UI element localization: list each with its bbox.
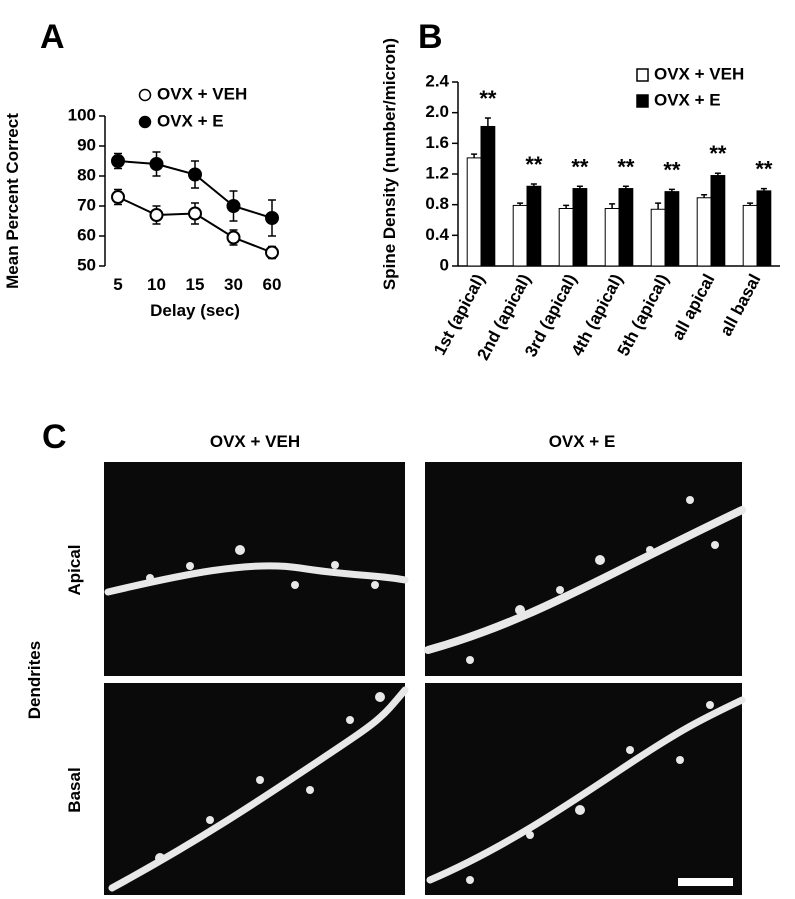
legend-marker (138, 115, 152, 129)
error-bar (484, 117, 491, 127)
data-point (188, 206, 202, 221)
bar (526, 185, 542, 267)
panel-label: B (418, 18, 443, 56)
error-bar (563, 204, 570, 209)
data-point (111, 154, 125, 168)
error-bar (609, 203, 616, 209)
legend-label: OVX + VEH (157, 84, 247, 103)
bar (618, 188, 634, 267)
data-point (111, 190, 125, 204)
significance-label: ** (525, 152, 543, 177)
legend-marker (138, 88, 152, 102)
bar (604, 208, 620, 267)
x-tick-label: 5 (113, 275, 122, 294)
y-axis-label: Spine Density (number/micron) (380, 38, 399, 290)
x-tick-label: 15 (186, 275, 205, 294)
bar (664, 191, 680, 267)
data-point (226, 199, 241, 213)
panel-label: A (40, 18, 65, 56)
y-tick-label: 0 (440, 255, 449, 274)
y-tick-label: 70 (77, 195, 96, 214)
legend-marker (636, 68, 649, 82)
column-header: OVX + E (549, 432, 616, 451)
bar (572, 188, 588, 267)
bar (512, 204, 528, 267)
x-tick-label: 10 (147, 275, 166, 294)
significance-label: ** (663, 157, 681, 182)
x-tick-label: all basal (716, 271, 764, 339)
bar (466, 157, 482, 267)
bar (696, 197, 712, 267)
error-bar (714, 172, 721, 176)
error-bar (655, 202, 662, 210)
micrographs (104, 462, 746, 895)
error-bar (530, 183, 537, 187)
x-tick-label: all apical (668, 271, 718, 343)
error-bar (471, 153, 478, 158)
x-tick-label: 30 (224, 275, 243, 294)
error-bar (760, 187, 767, 191)
y-tick-label: 1.6 (425, 133, 449, 152)
data-point (265, 211, 279, 225)
error-bar (517, 202, 524, 206)
y-tick-label: 50 (77, 255, 96, 274)
error-bar (668, 188, 675, 192)
y-tick-label: 0.8 (425, 194, 449, 213)
error-bar (747, 202, 754, 206)
x-tick-label: 60 (263, 275, 282, 294)
bar (558, 208, 574, 267)
data-point (149, 157, 164, 171)
y-tick-label: 60 (77, 225, 96, 244)
y-tick-label: 1.2 (425, 163, 449, 182)
bar (756, 190, 772, 267)
legend-label: OVX + E (157, 111, 224, 130)
significance-label: ** (617, 154, 635, 179)
data-point (188, 167, 202, 182)
bar (742, 204, 758, 267)
legend-label: OVX + E (654, 90, 721, 109)
row-header: Apical (65, 544, 84, 595)
bar (710, 175, 726, 267)
error-bar (622, 185, 629, 189)
bar (650, 208, 666, 267)
x-axis-label: Delay (sec) (150, 301, 240, 320)
significance-label: ** (709, 141, 727, 166)
y-tick-label: 0.4 (425, 225, 449, 244)
y-tick-label: 100 (68, 105, 96, 124)
legend-label: OVX + VEH (654, 64, 744, 83)
legend-marker (636, 94, 649, 108)
y-tick-label: 2.4 (425, 71, 449, 90)
data-point (149, 208, 164, 222)
significance-label: ** (571, 154, 589, 179)
y-axis-label: Mean Percent Correct (3, 113, 22, 289)
error-bar (576, 185, 583, 189)
data-point (265, 245, 279, 260)
error-bar (701, 193, 708, 198)
y-tick-label: 90 (77, 135, 96, 154)
column-header: OVX + VEH (210, 432, 300, 451)
panel-label: C (42, 418, 67, 456)
row-header: Basal (65, 767, 84, 812)
row-group-label: Dendrites (25, 641, 44, 719)
y-tick-label: 2.0 (425, 102, 449, 121)
data-point (226, 230, 241, 245)
significance-label: ** (755, 157, 773, 182)
y-tick-label: 80 (77, 165, 96, 184)
significance-label: ** (479, 86, 497, 111)
bar (480, 125, 496, 267)
